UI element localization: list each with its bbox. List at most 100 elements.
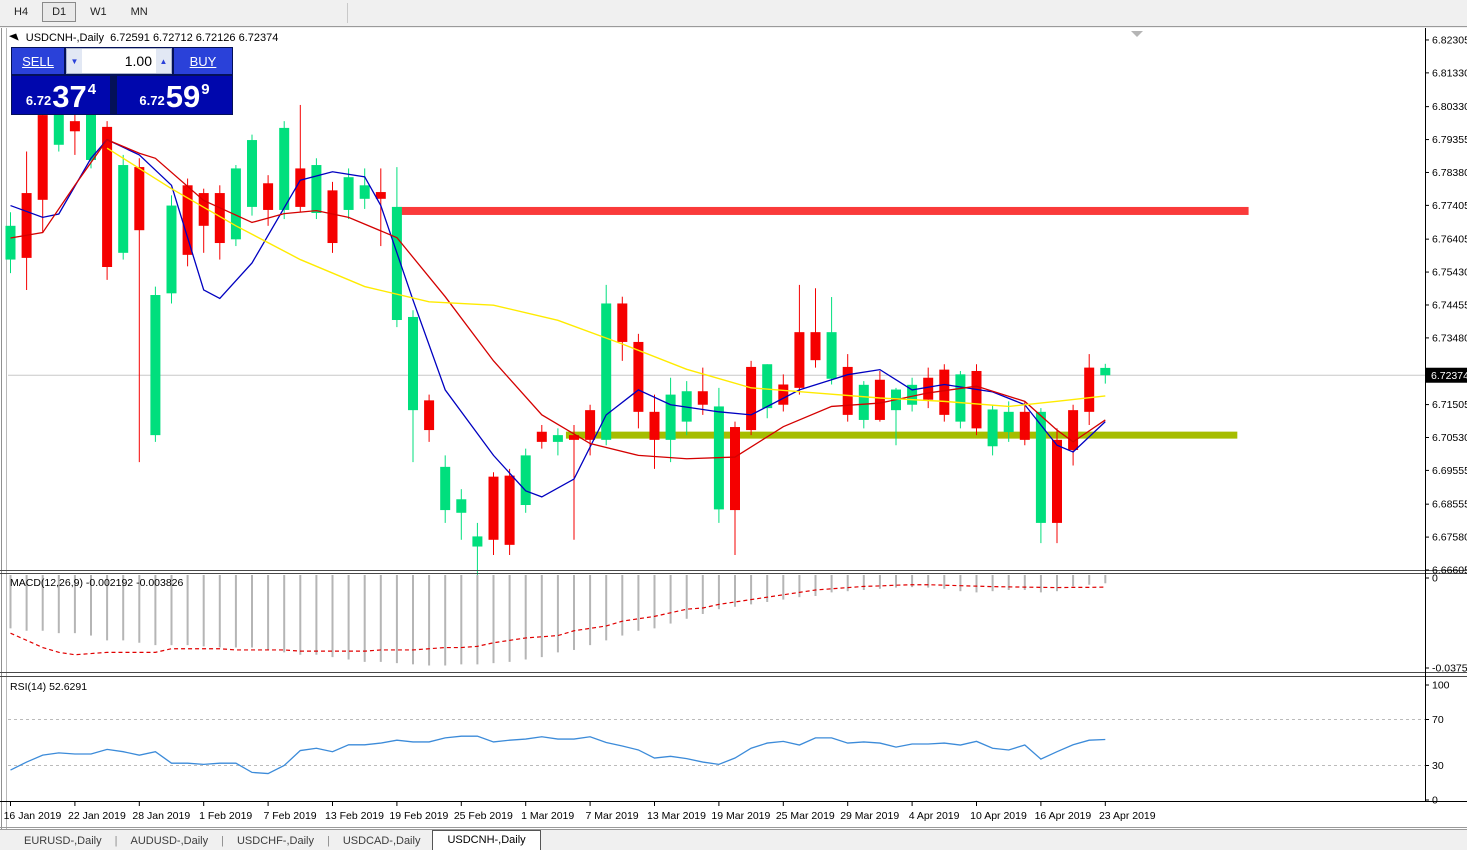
candle-body [166,205,177,294]
candle-body [440,466,451,511]
date-axis-label: 28 Jan 2019 [132,810,190,822]
date-axis-label: 23 Apr 2019 [1099,810,1156,822]
chart-tab-audusd[interactable]: AUDUSD-,Daily [130,835,209,847]
date-axis-label: 1 Feb 2019 [199,810,252,822]
chart-shift-marker-icon[interactable] [1131,31,1143,37]
candle-body [150,295,161,436]
price-axis-label: 6.70530 [1432,432,1467,444]
macd-axis-label: 0 [1432,573,1438,585]
price-axis-label: 6.81330 [1432,67,1467,79]
chart-tab-usdcad[interactable]: USDCAD-,Daily [342,835,421,847]
volume-stepper: ▼ ▲ [66,48,172,74]
rsi-indicator-label: RSI(14) 52.6291 [10,681,88,693]
price-axis-label: 6.74455 [1432,299,1467,311]
price-axis-label: 6.78380 [1432,167,1467,179]
candle-body [424,400,435,431]
ma-fast-line [10,138,1106,498]
tab-separator: | [114,835,118,847]
volume-increase-icon[interactable]: ▲ [156,49,171,73]
sell-button[interactable]: SELL [12,48,64,74]
date-axis-label: 7 Mar 2019 [586,810,639,822]
candle-body [1100,367,1111,376]
candle-body [778,384,789,405]
candle-body [263,183,274,210]
ma-slow-line [106,147,1106,408]
price-axis-label: 6.69555 [1432,465,1467,477]
candle-body [617,303,628,342]
buy-price-button[interactable]: 6.72 59 9 [117,76,232,114]
candle-body [37,115,48,200]
rsi-axis-label: 70 [1432,714,1444,726]
price-axis-label: 6.76405 [1432,234,1467,246]
buy-button[interactable]: BUY [174,48,232,74]
candle-body [569,435,579,440]
candle-body [311,165,322,213]
candle-body [1035,411,1046,523]
date-axis-label: 19 Mar 2019 [711,810,770,822]
chart-ohlc-values: 6.72591 6.72712 6.72126 6.72374 [110,32,279,45]
candle-body [858,384,869,420]
candle-body [955,374,966,422]
candle-body [633,341,644,412]
candle-body [1019,411,1030,440]
candle-body [826,332,837,379]
candle-body [730,427,740,511]
price-axis-label: 6.79355 [1432,134,1467,146]
tab-separator: | [221,835,224,847]
candle-body [295,168,306,207]
price-axis-label: 6.73480 [1432,332,1467,344]
candle-body [762,364,773,409]
candle-body [21,193,32,258]
candle-body [971,370,982,429]
candle-body [665,394,676,440]
candle-body [230,168,241,240]
timeframe-button-w1[interactable]: W1 [90,6,107,18]
timeframe-toolbar: H4 D1 W1 MN [0,0,1467,27]
buy-price-pip-digit: 9 [201,81,210,98]
candle-body [391,206,402,321]
date-axis-label: 1 Mar 2019 [521,810,574,822]
candle-body [504,475,515,545]
toolbar-separator [347,3,348,23]
rsi-axis-label: 0 [1432,795,1438,807]
date-axis-label: 4 Apr 2019 [909,810,960,822]
chart-tab-eurusd[interactable]: EURUSD-,Daily [24,835,102,847]
date-axis-label: 16 Apr 2019 [1035,810,1092,822]
date-axis-label: 19 Feb 2019 [389,810,448,822]
price-axis-label: 6.77405 [1432,200,1467,212]
ma-mid-line [10,138,1106,460]
candle-body [118,165,129,253]
candle-body [456,499,467,513]
volume-input[interactable] [82,49,156,73]
timeframe-button-h4[interactable]: H4 [14,6,29,18]
price-axis-label: 6.71505 [1432,399,1467,411]
timeframe-button-d1[interactable]: D1 [42,2,77,22]
timeframe-button-mn[interactable]: MN [130,6,148,18]
date-axis-label: 13 Feb 2019 [325,810,384,822]
timeframe-button-group: H4 D1 W1 MN [0,2,158,22]
chart-tab-usdcnh[interactable]: USDCNH-,Daily [432,830,541,850]
resistance-line[interactable] [398,206,1249,215]
candle-body [69,121,80,132]
candle-body [86,113,96,160]
candle-body [198,193,209,226]
sell-price-big-digits: 37 [52,79,87,114]
candle-body [874,379,885,420]
date-axis-label: 22 Jan 2019 [68,810,126,822]
rsi-line [10,735,1106,775]
support-line[interactable] [565,431,1238,439]
trade-panel-top-row: SELL ▼ ▲ BUY [12,48,232,74]
price-axis-label: 6.68555 [1432,499,1467,511]
chart-tab-usdchf[interactable]: USDCHF-,Daily [236,835,314,847]
chart-tab-bar: EURUSD-,Daily | AUDUSD-,Daily | USDCHF-,Dail… [0,829,1467,850]
candle-body [343,177,354,210]
candle-body [939,369,950,415]
candle-body [552,435,563,442]
price-axis-label: 6.67580 [1432,532,1467,544]
sell-price-button[interactable]: 6.72 37 4 [12,76,110,114]
candle-body [472,536,483,547]
volume-decrease-icon[interactable]: ▼ [67,49,82,73]
macd-axis-label: -0.037529 [1432,663,1467,675]
